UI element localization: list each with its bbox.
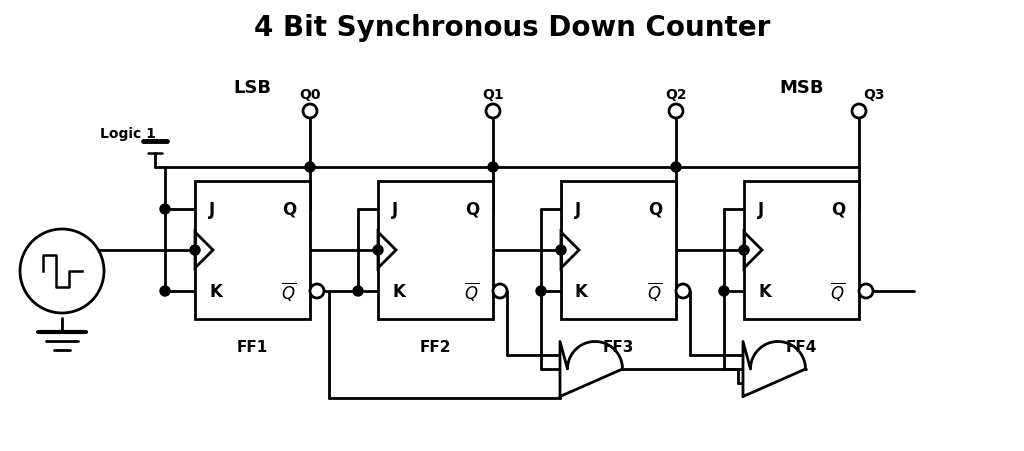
Text: Q: Q	[465, 201, 479, 219]
Circle shape	[310, 285, 324, 299]
Circle shape	[669, 105, 683, 119]
Circle shape	[556, 245, 566, 255]
Polygon shape	[560, 342, 623, 396]
Circle shape	[671, 163, 681, 173]
Circle shape	[739, 245, 749, 255]
Text: 4 Bit Synchronous Down Counter: 4 Bit Synchronous Down Counter	[254, 14, 770, 42]
Circle shape	[488, 163, 498, 173]
Text: J: J	[209, 201, 215, 219]
Text: $\overline{Q}$: $\overline{Q}$	[647, 280, 662, 303]
Text: MSB: MSB	[779, 79, 823, 97]
Text: Q1: Q1	[482, 88, 504, 102]
Text: Q2: Q2	[666, 88, 687, 102]
Bar	[561, 182, 676, 319]
Text: Logic 1: Logic 1	[100, 127, 156, 141]
Circle shape	[190, 245, 200, 255]
Text: K: K	[575, 282, 588, 300]
Circle shape	[353, 286, 362, 296]
Text: J: J	[758, 201, 764, 219]
Circle shape	[536, 286, 546, 296]
Bar	[744, 182, 859, 319]
Circle shape	[160, 205, 170, 215]
Text: $\overline{Q}$: $\overline{Q}$	[829, 280, 845, 303]
Bar	[378, 182, 493, 319]
Text: FF4: FF4	[785, 339, 817, 354]
Circle shape	[305, 163, 315, 173]
Text: Q: Q	[648, 201, 662, 219]
Text: FF3: FF3	[603, 339, 634, 354]
Circle shape	[160, 286, 170, 296]
Text: Q3: Q3	[863, 88, 885, 102]
Text: J: J	[392, 201, 398, 219]
Circle shape	[303, 105, 317, 119]
Circle shape	[373, 245, 383, 255]
Text: FF1: FF1	[237, 339, 268, 354]
Circle shape	[676, 285, 690, 299]
Circle shape	[486, 105, 500, 119]
Circle shape	[493, 285, 507, 299]
Circle shape	[852, 105, 866, 119]
Text: FF2: FF2	[420, 339, 452, 354]
Text: K: K	[758, 282, 771, 300]
Text: $\overline{Q}$: $\overline{Q}$	[281, 280, 296, 303]
Text: LSB: LSB	[233, 79, 271, 97]
Circle shape	[859, 285, 873, 299]
Text: Q: Q	[830, 201, 845, 219]
Bar	[195, 182, 310, 319]
Circle shape	[719, 286, 729, 296]
Text: J: J	[575, 201, 582, 219]
Circle shape	[20, 230, 104, 313]
Text: K: K	[209, 282, 222, 300]
Text: $\overline{Q}$: $\overline{Q}$	[464, 280, 479, 303]
Text: Q0: Q0	[299, 88, 321, 102]
Text: K: K	[392, 282, 404, 300]
Polygon shape	[743, 342, 806, 396]
Text: Q: Q	[282, 201, 296, 219]
